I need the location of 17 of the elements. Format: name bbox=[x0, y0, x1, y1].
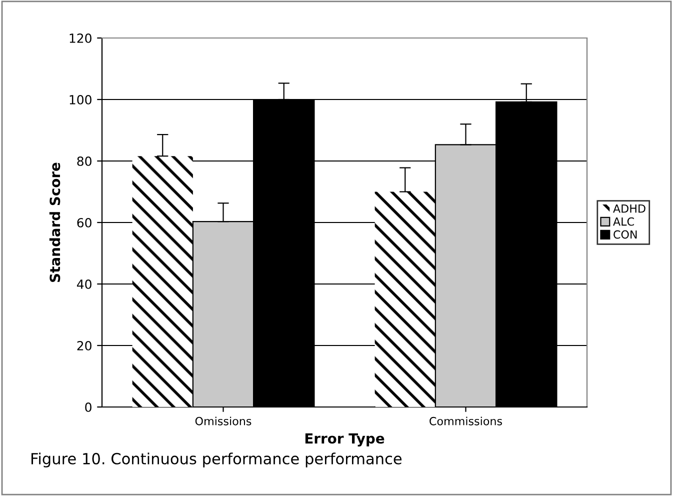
x-tick-label: Omissions bbox=[195, 416, 252, 426]
y-tick-label: 100 bbox=[70, 94, 92, 104]
y-tick-label: 60 bbox=[77, 218, 92, 228]
caption: Figure 10. Continuous performance performance bbox=[32, 452, 402, 468]
bar bbox=[374, 192, 436, 407]
bar bbox=[132, 156, 193, 407]
y-tick-label: 40 bbox=[76, 279, 92, 289]
y-tick-label: 120 bbox=[70, 33, 92, 43]
legend-label: CON bbox=[614, 230, 637, 239]
y-tick-label: 0 bbox=[85, 402, 92, 412]
legend-label: ALC bbox=[613, 217, 634, 226]
y-axis-title: Standard Score bbox=[49, 162, 60, 282]
x-axis-title: Error Type bbox=[305, 433, 384, 446]
legend-label: ADHD bbox=[613, 204, 646, 213]
y-tick-label: 80 bbox=[77, 156, 92, 166]
y-tick-label: 20 bbox=[77, 340, 92, 350]
x-tick-label: Commissions bbox=[430, 416, 502, 426]
